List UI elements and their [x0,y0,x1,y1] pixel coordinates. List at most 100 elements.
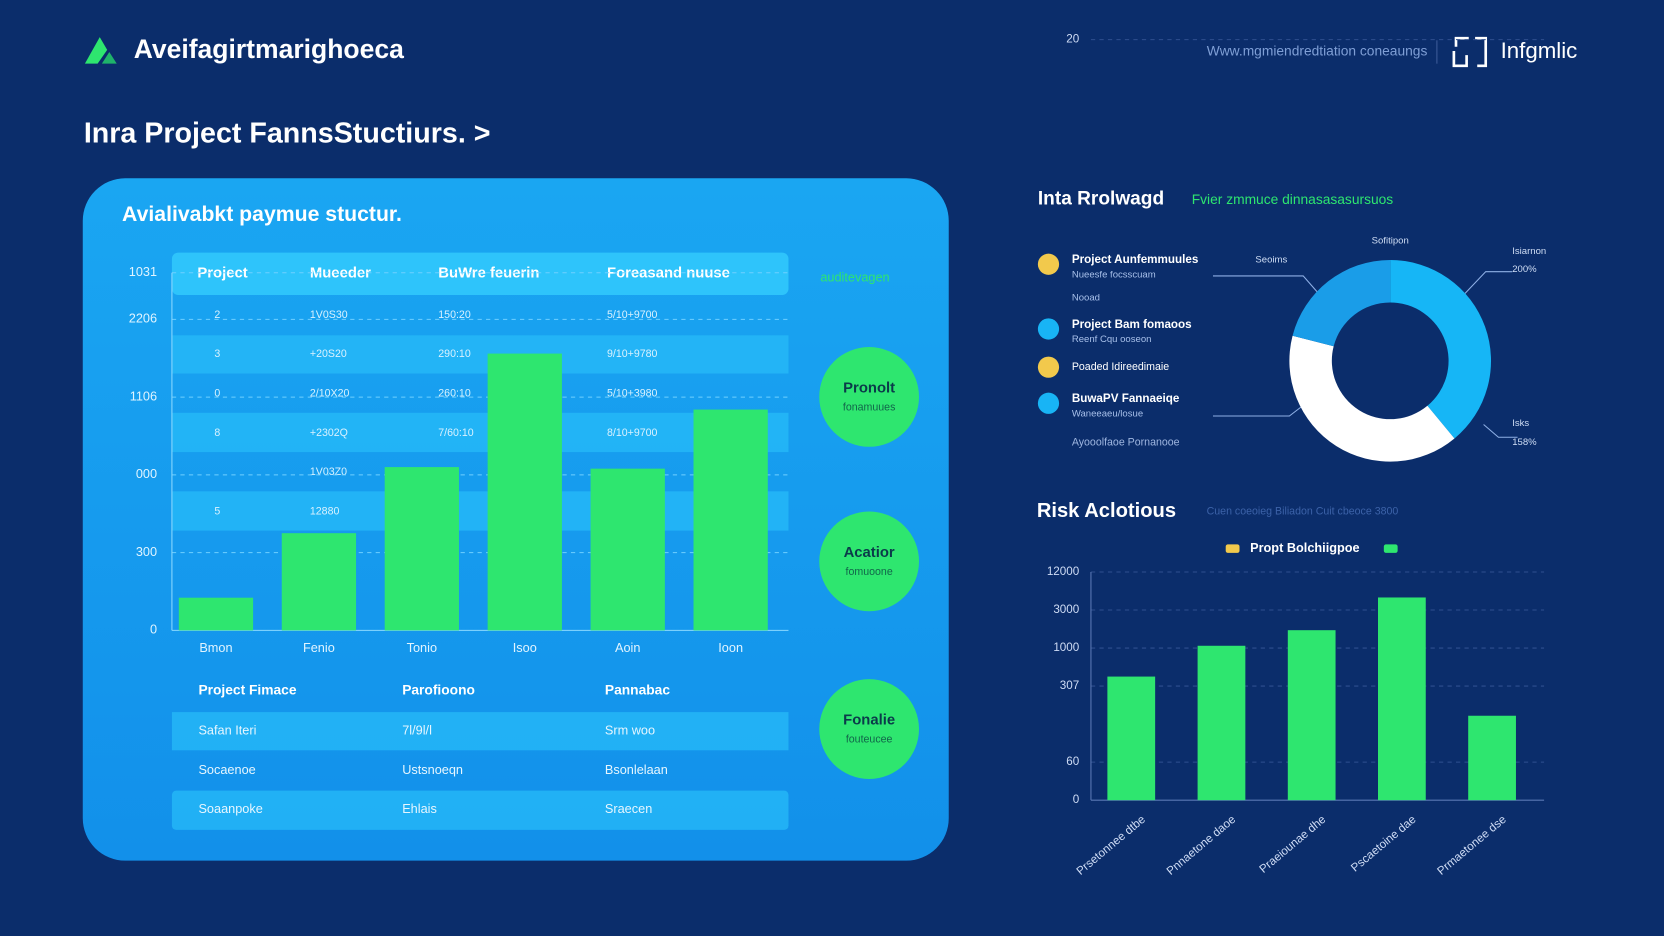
bar [590,468,665,631]
table-cell: Srm woo [605,723,655,738]
table-cell: 260:10 [438,388,471,400]
table-header-cell: Project Fimace [198,682,296,697]
table-cell: +2302Q [310,427,348,439]
table-cell: 290:10 [438,348,471,360]
legend-dot [1037,253,1060,275]
table-header-cell: Foreasand nuuse [607,266,730,282]
table-cell: 7/60:10 [438,427,473,439]
table-cell: 5/10+3980 [607,388,658,400]
donut-segment [1292,260,1391,347]
table-cell: 7l/9l/l [402,723,432,738]
bar [1378,597,1426,801]
table-header-cell: Parofioono [402,682,475,697]
x-tick-label: Fenio [303,640,335,655]
table-cell: Soaanpoke [198,801,262,816]
x-tick-label: Aoin [615,640,640,655]
x-tick-label: Isoo [513,640,537,655]
legend-footnote: Ayooolfaoe Pornanooe [1072,436,1180,448]
legend-note: Reenf Cqu ooseon [1072,334,1152,345]
badge-title: Pronolt [843,380,895,396]
bar [1287,630,1336,801]
bar [384,467,459,631]
y-tick-label: 3000 [1053,603,1079,616]
section-title: Risk Aclotious [1037,500,1176,522]
callout: Sofitipon [1372,235,1409,246]
badge[interactable] [819,679,920,779]
legend-swatch [1225,544,1240,553]
table-stripe [171,790,789,830]
y-tick-label: 307 [1060,679,1079,692]
section-title: Inta Rrolwagd [1038,189,1164,210]
y-tick-label: 0 [1073,793,1080,806]
table-cell: 2/10X20 [310,388,350,400]
callout: Isks [1512,418,1529,429]
y-tick-label: 12000 [1047,565,1080,578]
section-note: Cuen coeoieg Biliadon Cuit cbeoce 3800 [1207,505,1399,517]
y-tick-label: 300 [136,544,157,559]
badge[interactable] [819,347,920,447]
y-tick-label: 0 [150,622,157,637]
table-cell: +20S20 [310,348,347,360]
y-tick-label: 2206 [129,311,157,326]
legend-note: Nueesfe focsscuam [1072,269,1156,280]
legend-dot [1037,318,1060,340]
table-cell: 8 [214,427,220,439]
badge-title: Acatior [844,545,895,561]
table-cell: 5 [214,505,220,517]
bar [1107,676,1156,801]
section-subtitle: Fvier zmmuce dinnasasasursuos [1192,192,1394,207]
badge[interactable] [819,511,920,612]
badge-subtitle: fouteucee [846,733,893,745]
table-cell: 150:20 [438,309,471,321]
table-stripe [171,491,789,531]
y-tick-label: 000 [136,466,157,481]
table-cell: Sraecen [605,801,652,816]
logo-icon [84,37,108,64]
side-note: auditevagen [820,269,889,284]
callout: Seoims [1255,255,1287,266]
nav-text[interactable]: Www.mgmiendredtiation coneaungs [1207,44,1428,59]
bar [693,409,768,631]
table-cell: 12880 [310,505,340,517]
table-stripe [171,412,789,453]
y-tick-label: 1106 [130,388,157,403]
callout: Isiarnon [1512,246,1546,257]
y-tick-label: 1031 [129,264,157,279]
panel-title: Avialivabkt paymue stuctur. [122,203,402,226]
legend-note: Nooad [1072,293,1100,304]
table-cell: Socaenoe [198,762,255,777]
table-cell: 1V0S30 [310,309,348,321]
legend-dot [1037,392,1060,414]
page-title: Inra Project FannsStuctiurs. > [84,117,491,149]
y-tick-label: 60 [1066,755,1079,768]
badge-subtitle: fomuoone [846,566,893,578]
legend-label: Propt Bolchiigpoe [1250,540,1360,555]
legend-note: Waneeaeu/losue [1072,408,1143,419]
y-tick-label: 1000 [1053,641,1079,654]
table-header-band [171,252,789,296]
callout: 158% [1512,437,1537,448]
table-cell: 8/10+9700 [607,427,658,439]
leader-lines [1212,271,1518,438]
table-cell: 3 [214,348,220,360]
x-tick-label: Tonio [407,640,437,655]
donut-segment [1390,260,1492,439]
table-cell: Safan Iteri [198,723,256,738]
table-cell: 2 [214,309,220,321]
legend-label: Poaded Idireedimaie [1072,361,1169,373]
legend-label: BuwaPV Fannaeiqe [1072,392,1180,405]
bar [281,533,357,631]
x-tick-label: Ioon [718,640,743,655]
table-header-cell: Pannabac [605,682,670,697]
brand-icon [1452,36,1488,68]
legend-swatch [1383,544,1398,553]
badge-title: Fonalie [843,712,895,728]
table-header-cell: Project [197,266,247,282]
bar [1197,645,1246,801]
table-cell: 9/10+9780 [607,348,658,360]
y-tick-label: 20 [1066,33,1079,46]
brand-text[interactable]: Infgmlic [1501,38,1578,63]
x-tick-label: Bmon [199,640,232,655]
